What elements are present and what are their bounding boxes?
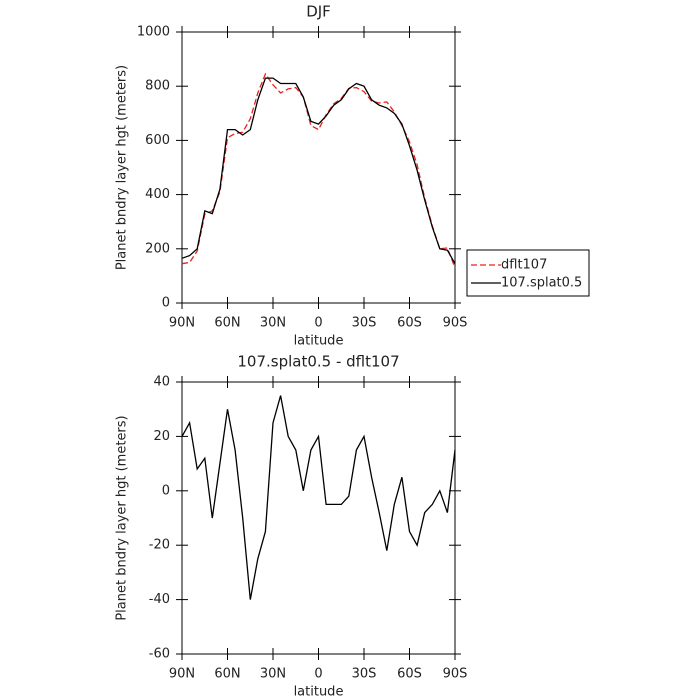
data-line (181, 77, 456, 265)
y-tick-label: -60 (149, 647, 170, 662)
x-tick-label: 90S (443, 667, 468, 682)
y-tick-label: 40 (153, 375, 170, 390)
y-tick-label: 1000 (137, 25, 170, 40)
x-tick-label: 90N (169, 316, 195, 331)
y-tick-label: 0 (162, 296, 170, 311)
y-tick-label: 600 (145, 133, 170, 148)
x-tick-label: 60N (214, 316, 240, 331)
y-axis-label: Planet bndry layer hgt (meters) (115, 65, 130, 270)
chart-title: 107.splat0.5 - dflt107 (237, 353, 399, 371)
x-tick-label: 30S (352, 667, 377, 682)
y-tick-label: 200 (145, 241, 170, 256)
x-tick-label: 0 (314, 316, 322, 331)
y-tick-label: 0 (162, 483, 170, 498)
y-tick-label: 800 (145, 79, 170, 94)
y-axis-label: Planet bndry layer hgt (meters) (115, 415, 130, 620)
x-tick-label: 90N (169, 667, 195, 682)
x-tick-label: 30S (352, 316, 377, 331)
x-tick-label: 30N (260, 667, 286, 682)
x-tick-label: 60N (214, 667, 240, 682)
y-tick-label: 400 (145, 187, 170, 202)
plot-frame (181, 381, 456, 655)
x-tick-label: 30N (260, 316, 286, 331)
x-tick-label: 60S (397, 667, 422, 682)
x-axis-label: latitude (294, 685, 344, 700)
legend-label: 107.splat0.5 (501, 276, 582, 291)
legend-label: dflt107 (501, 258, 547, 273)
data-line (181, 395, 456, 600)
x-tick-label: 90S (443, 316, 468, 331)
legend-box (466, 249, 590, 297)
y-tick-label: -20 (149, 538, 170, 553)
y-tick-label: 20 (153, 429, 170, 444)
x-tick-label: 60S (397, 316, 422, 331)
y-tick-label: -40 (149, 592, 170, 607)
x-tick-label: 0 (314, 667, 322, 682)
x-axis-label: latitude (294, 334, 344, 349)
chart-title: DJF (306, 3, 331, 21)
data-line (181, 72, 456, 269)
